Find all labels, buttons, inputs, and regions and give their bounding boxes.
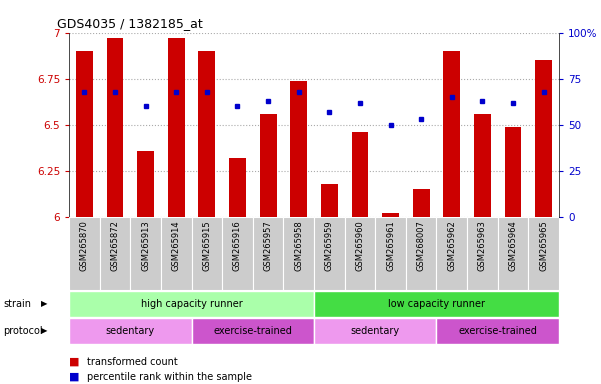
Bar <box>198 51 215 217</box>
Bar <box>161 217 192 290</box>
Text: GSM268007: GSM268007 <box>416 220 426 271</box>
Text: GSM265961: GSM265961 <box>386 220 395 271</box>
Text: GSM265916: GSM265916 <box>233 220 242 271</box>
Bar <box>413 189 430 217</box>
Bar <box>406 217 436 290</box>
Text: ▶: ▶ <box>41 299 47 308</box>
Bar <box>535 60 552 217</box>
Bar <box>284 217 314 290</box>
Bar <box>222 217 253 290</box>
Bar <box>498 217 528 290</box>
Bar <box>106 38 123 217</box>
Bar <box>321 184 338 217</box>
Bar <box>352 132 368 217</box>
Bar <box>100 217 130 290</box>
Bar <box>314 318 436 344</box>
Text: transformed count: transformed count <box>87 357 178 367</box>
Text: GSM265913: GSM265913 <box>141 220 150 271</box>
Bar <box>382 213 399 217</box>
Text: GSM265964: GSM265964 <box>508 220 517 271</box>
Bar <box>130 217 161 290</box>
Text: sedentary: sedentary <box>106 326 155 336</box>
Text: GSM265915: GSM265915 <box>203 220 212 271</box>
Text: GSM265960: GSM265960 <box>355 220 364 271</box>
Text: GSM265914: GSM265914 <box>172 220 181 271</box>
Bar <box>474 114 491 217</box>
Text: GSM265962: GSM265962 <box>447 220 456 271</box>
Text: protocol: protocol <box>3 326 43 336</box>
Bar <box>253 217 284 290</box>
Text: GSM265958: GSM265958 <box>294 220 304 271</box>
Text: low capacity runner: low capacity runner <box>388 299 485 309</box>
Bar <box>505 127 522 217</box>
Text: GSM265957: GSM265957 <box>264 220 273 271</box>
Bar <box>436 217 467 290</box>
Text: exercise-trained: exercise-trained <box>459 326 537 336</box>
Text: high capacity runner: high capacity runner <box>141 299 242 309</box>
Bar <box>168 38 185 217</box>
Bar <box>314 217 344 290</box>
Bar <box>375 217 406 290</box>
Text: GSM265959: GSM265959 <box>325 220 334 271</box>
Bar <box>467 217 498 290</box>
Bar <box>290 81 307 217</box>
Bar <box>76 51 93 217</box>
Bar <box>444 51 460 217</box>
Bar <box>69 318 192 344</box>
Bar <box>344 217 375 290</box>
Bar <box>69 291 314 317</box>
Bar <box>137 151 154 217</box>
Text: GSM265872: GSM265872 <box>111 220 120 271</box>
Bar <box>229 158 246 217</box>
Bar <box>528 217 559 290</box>
Text: percentile rank within the sample: percentile rank within the sample <box>87 372 252 382</box>
Text: GDS4035 / 1382185_at: GDS4035 / 1382185_at <box>57 17 203 30</box>
Text: sedentary: sedentary <box>351 326 400 336</box>
Bar <box>69 217 100 290</box>
Text: ■: ■ <box>69 357 79 367</box>
Text: ▶: ▶ <box>41 326 47 335</box>
Text: ■: ■ <box>69 372 79 382</box>
Bar <box>260 114 276 217</box>
Text: GSM265870: GSM265870 <box>80 220 89 271</box>
Text: exercise-trained: exercise-trained <box>213 326 292 336</box>
Text: GSM265963: GSM265963 <box>478 220 487 271</box>
Text: strain: strain <box>3 299 31 309</box>
Bar <box>436 318 559 344</box>
Text: GSM265965: GSM265965 <box>539 220 548 271</box>
Bar <box>314 291 559 317</box>
Bar <box>192 217 222 290</box>
Bar <box>192 318 314 344</box>
